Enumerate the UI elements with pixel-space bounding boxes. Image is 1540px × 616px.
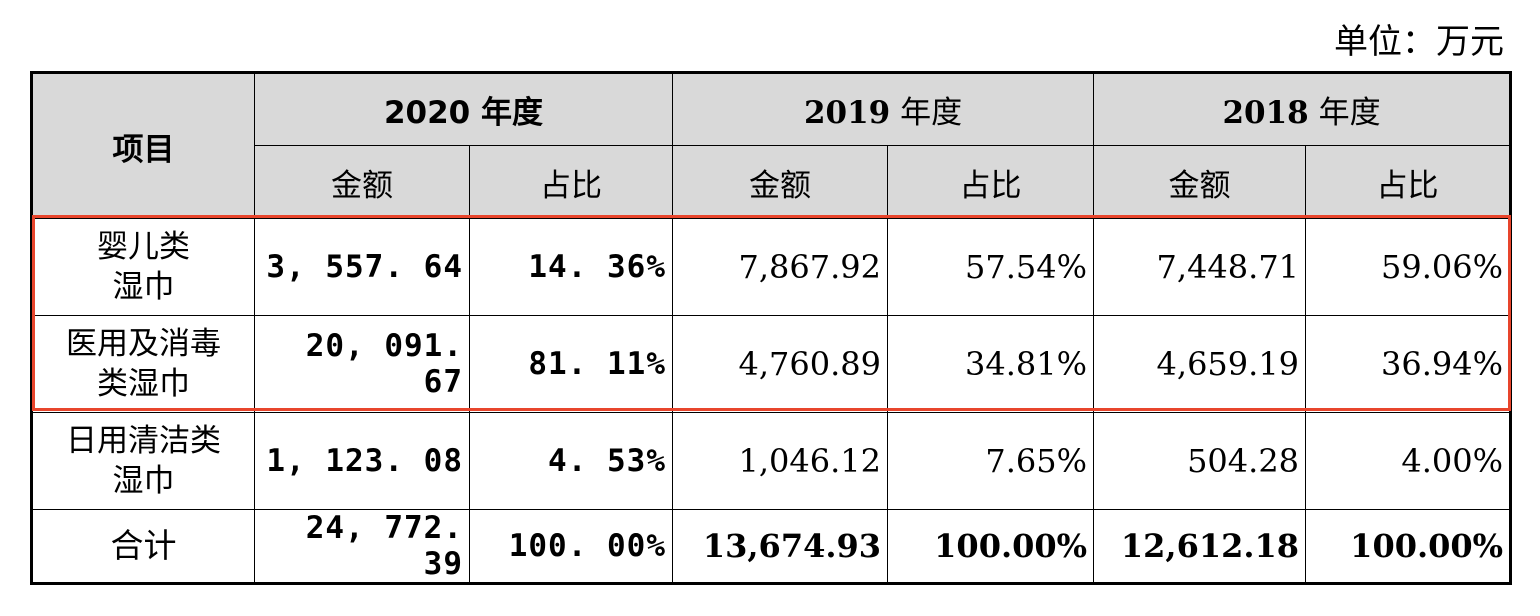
cell-ratio-2019: 7.65%: [887, 412, 1095, 510]
total-amount-2019: 13,674.93: [672, 509, 889, 584]
cell-amount-2018: 4,659.19: [1093, 315, 1307, 413]
total-label: 合计: [31, 509, 255, 584]
cell-ratio-2020: 81. 11%: [468, 315, 674, 413]
cell-ratio-2018: 36.94%: [1305, 315, 1512, 413]
header-amount-2019: 金额: [672, 145, 889, 219]
cell-ratio-2018: 4.00%: [1305, 412, 1512, 510]
row-item-label: 医用及消毒 类湿巾: [31, 315, 255, 413]
header-ratio-2019: 占比: [887, 145, 1095, 219]
cell-amount-2020: 20, 091. 67: [254, 315, 470, 413]
header-ratio-2020: 占比: [468, 145, 674, 219]
header-year-2020: 2020 年度: [253, 72, 674, 146]
total-amount-2020: 24, 772. 39: [254, 509, 470, 584]
table-row: 医用及消毒 类湿巾 20, 091. 67 81. 11% 4,760.89 34…: [31, 315, 1512, 413]
wet-wipes-revenue-table: 项目 2020 年度 2019 年度 2018 年度 金额 占比 金额 占比 金…: [30, 71, 1513, 585]
cell-amount-2019: 7,867.92: [672, 218, 889, 316]
cell-amount-2020: 1, 123. 08: [254, 412, 470, 510]
cell-ratio-2018: 59.06%: [1305, 218, 1512, 316]
header-year-2019: 2019 年度: [672, 72, 1095, 146]
cell-amount-2018: 7,448.71: [1093, 218, 1307, 316]
total-ratio-2020: 100. 00%: [468, 509, 674, 584]
table-row: 婴儿类 湿巾 3, 557. 64 14. 36% 7,867.92 57.54%…: [31, 218, 1512, 316]
cell-amount-2018: 504.28: [1093, 412, 1307, 510]
cell-ratio-2020: 4. 53%: [468, 412, 674, 510]
cell-ratio-2020: 14. 36%: [468, 218, 674, 316]
header-ratio-2018: 占比: [1305, 145, 1512, 219]
header-amount-2018: 金额: [1093, 145, 1307, 219]
header-year-2018: 2018 年度: [1093, 72, 1512, 146]
header-item: 项目: [31, 72, 255, 219]
cell-amount-2019: 1,046.12: [672, 412, 889, 510]
cell-amount-2019: 4,760.89: [672, 315, 889, 413]
row-item-label: 日用清洁类 湿巾: [31, 412, 255, 510]
cell-ratio-2019: 34.81%: [887, 315, 1095, 413]
cell-ratio-2019: 57.54%: [887, 218, 1095, 316]
unit-label: 单位：万元: [1334, 22, 1504, 62]
header-amount-2020: 金额: [254, 145, 470, 219]
total-ratio-2019: 100.00%: [887, 509, 1095, 584]
total-amount-2018: 12,612.18: [1093, 509, 1307, 584]
table-row: 日用清洁类 湿巾 1, 123. 08 4. 53% 1,046.12 7.65%…: [31, 412, 1512, 510]
row-item-label: 婴儿类 湿巾: [31, 218, 255, 316]
total-ratio-2018: 100.00%: [1305, 509, 1512, 584]
total-row: 合计 24, 772. 39 100. 00% 13,674.93 100.00…: [31, 509, 1512, 584]
cell-amount-2020: 3, 557. 64: [254, 218, 470, 316]
